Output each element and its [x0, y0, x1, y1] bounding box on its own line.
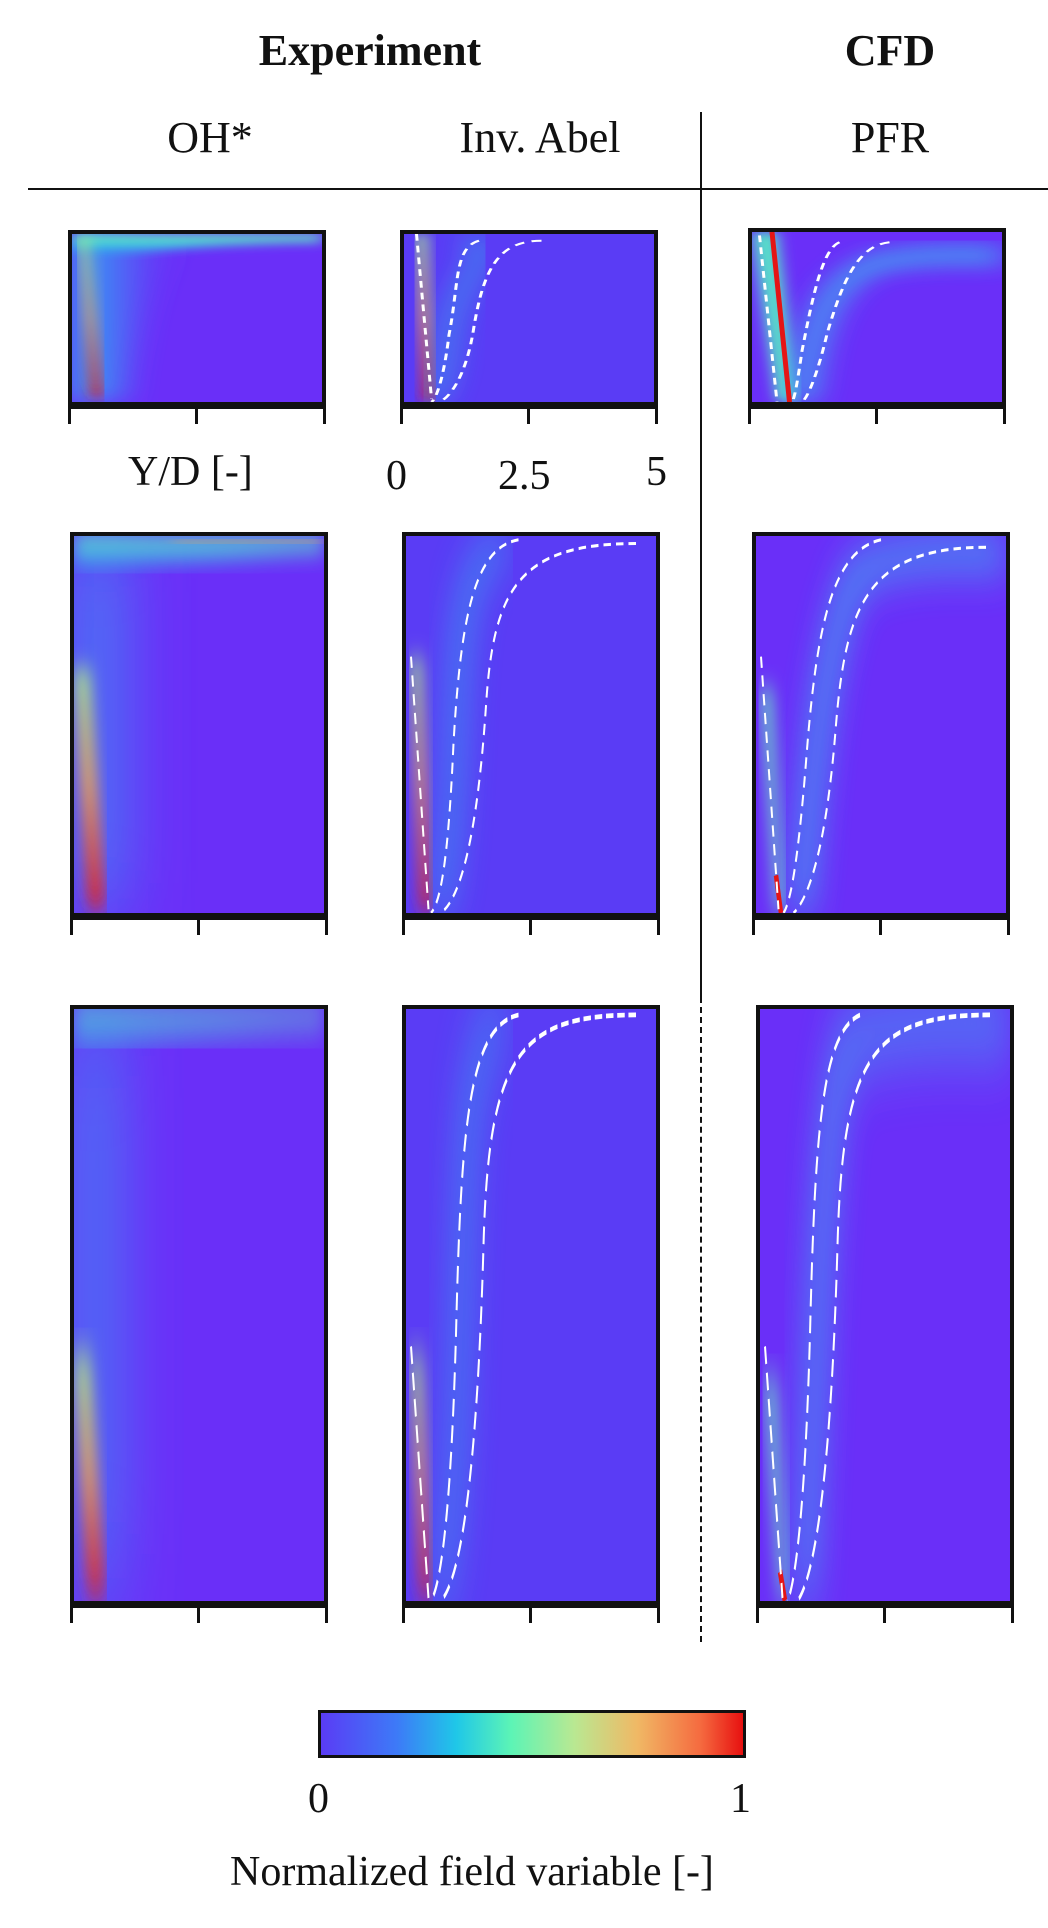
colorbar	[318, 1710, 746, 1758]
colorbar-min-label: 0	[308, 1776, 329, 1822]
oh-column-header: OH*	[167, 113, 253, 162]
pfr-xaxis-row2	[752, 917, 1010, 935]
y-over-d-axis-label: Y/D [-]	[128, 449, 253, 495]
colorbar-max-label: 1	[730, 1776, 751, 1822]
oh-xaxis-row3	[70, 1605, 328, 1623]
experiment-header: Experiment	[258, 26, 482, 75]
pfr-xaxis-row3	[756, 1605, 1014, 1623]
pfr-xaxis-row1	[748, 406, 1006, 424]
abel-xaxis-row3	[402, 1605, 660, 1623]
colorbar-title: Normalized field variable [-]	[230, 1849, 714, 1895]
abel-panel-row2	[402, 532, 660, 917]
abel-xaxis-row1	[400, 406, 658, 424]
oh-panel-row2	[70, 532, 328, 917]
abel-panel-row3	[402, 1005, 660, 1605]
oh-xaxis-row2	[70, 917, 328, 935]
experiment-cfd-divider	[700, 112, 702, 997]
inv-abel-column-header: Inv. Abel	[459, 113, 621, 162]
header-divider	[28, 188, 1048, 190]
oh-panel-row3	[70, 1005, 328, 1605]
pfr-panel-row1	[748, 228, 1006, 406]
pfr-column-header: PFR	[850, 113, 930, 162]
x-tick-0: 0	[386, 453, 407, 499]
experiment-cfd-divider-lower	[700, 997, 702, 1642]
abel-xaxis-row2	[402, 917, 660, 935]
x-tick-2-5: 2.5	[498, 453, 551, 499]
pfr-panel-row2	[752, 532, 1010, 917]
oh-panel-row1	[68, 230, 326, 406]
abel-panel-row1	[400, 230, 658, 406]
cfd-header: CFD	[844, 26, 936, 75]
pfr-panel-row3	[756, 1005, 1014, 1605]
oh-xaxis-row1	[68, 406, 326, 424]
x-tick-5: 5	[646, 449, 667, 495]
